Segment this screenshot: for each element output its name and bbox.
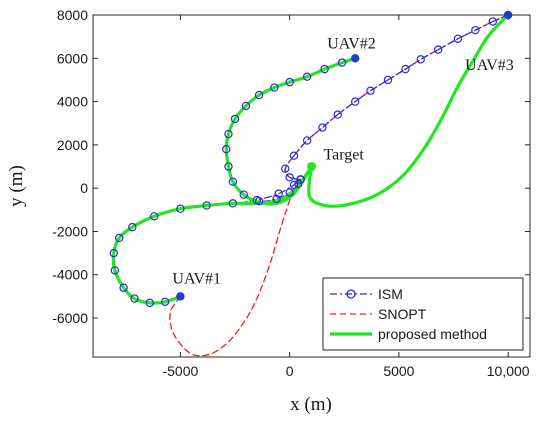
y-tick-label: -6000 bbox=[52, 310, 88, 326]
ism-marker bbox=[285, 77, 294, 87]
ism-marker bbox=[289, 180, 299, 190]
y-tick-label: -4000 bbox=[52, 267, 88, 283]
ism-marker bbox=[366, 86, 375, 95]
ism-marker bbox=[270, 83, 279, 92]
ism-marker bbox=[176, 204, 185, 213]
legend-proposed-label: proposed method bbox=[378, 326, 487, 342]
ism-marker bbox=[160, 297, 170, 307]
ism-line bbox=[284, 14, 509, 181]
ism-marker bbox=[337, 58, 347, 67]
ism-marker bbox=[296, 175, 305, 184]
ism-marker bbox=[239, 190, 248, 199]
ism-marker bbox=[222, 145, 231, 154]
ism-marker bbox=[383, 75, 393, 85]
ism-marker bbox=[333, 110, 342, 119]
uav-start-point bbox=[176, 292, 185, 301]
ism-marker bbox=[254, 196, 264, 206]
ism-marker bbox=[224, 162, 233, 171]
y-tick-label: 4000 bbox=[57, 94, 88, 110]
ism-marker bbox=[285, 188, 294, 197]
legend-box bbox=[322, 277, 524, 351]
ism-marker bbox=[241, 101, 251, 111]
legend-ism-label: ISM bbox=[378, 286, 403, 302]
uav-start-point bbox=[351, 54, 360, 63]
ism-marker bbox=[228, 177, 238, 186]
ism-marker bbox=[434, 45, 443, 54]
annotation-label: UAV#1 bbox=[172, 270, 221, 287]
ism-marker bbox=[401, 64, 410, 74]
x-tick-label: 5000 bbox=[383, 363, 414, 379]
uav-start-point bbox=[504, 11, 513, 19]
annotation-label: UAV#3 bbox=[465, 57, 514, 74]
annotation-label: Target bbox=[324, 147, 365, 164]
ism-marker bbox=[145, 298, 155, 308]
ism-marker bbox=[128, 222, 137, 232]
ism-marker bbox=[202, 201, 211, 210]
y-tick-label: 8000 bbox=[57, 7, 88, 23]
ism-marker bbox=[289, 151, 299, 160]
ism-marker bbox=[453, 34, 463, 44]
y-tick-label: -2000 bbox=[52, 223, 88, 239]
x-axis-label: x (m) bbox=[290, 394, 332, 415]
ism-marker bbox=[302, 72, 312, 81]
ism-marker bbox=[281, 164, 290, 173]
legend-snopt-label: SNOPT bbox=[378, 306, 427, 322]
ism-marker bbox=[224, 129, 233, 139]
target-point bbox=[307, 162, 316, 172]
snopt-line bbox=[169, 178, 302, 357]
ism-marker bbox=[272, 194, 281, 204]
ism-marker bbox=[294, 179, 303, 189]
ism-marker bbox=[471, 25, 480, 35]
ism-marker bbox=[230, 114, 240, 124]
legend-ism-marker bbox=[346, 289, 356, 299]
ism-marker bbox=[149, 212, 159, 221]
ism-marker bbox=[115, 233, 124, 243]
x-tick-label: 10,000 bbox=[487, 363, 530, 379]
ism-marker bbox=[285, 173, 294, 182]
y-tick-label: 2000 bbox=[57, 137, 88, 153]
ism-marker bbox=[318, 123, 327, 132]
x-tick-label: -5000 bbox=[162, 363, 198, 379]
ism-marker bbox=[110, 266, 120, 275]
y-tick-label: 0 bbox=[80, 180, 88, 196]
ism-marker bbox=[119, 283, 128, 292]
ism-marker bbox=[130, 294, 139, 303]
proposed-line bbox=[224, 56, 357, 206]
x-tick-label: 0 bbox=[286, 363, 294, 379]
ism-marker bbox=[416, 55, 425, 64]
ism-marker bbox=[351, 97, 360, 106]
ism-marker bbox=[228, 199, 238, 208]
ism-marker bbox=[254, 90, 264, 100]
y-axis-label: y (m) bbox=[6, 165, 27, 207]
y-tick-label: 6000 bbox=[57, 50, 88, 66]
annotation-label: UAV#2 bbox=[327, 35, 376, 52]
ism-marker bbox=[302, 136, 312, 145]
ism-marker bbox=[488, 17, 498, 26]
ism-marker bbox=[320, 64, 329, 74]
legend: ISM SNOPT proposed method bbox=[322, 277, 524, 351]
ism-marker bbox=[274, 189, 283, 198]
ism-marker bbox=[109, 248, 118, 258]
proposed-line bbox=[307, 13, 510, 208]
